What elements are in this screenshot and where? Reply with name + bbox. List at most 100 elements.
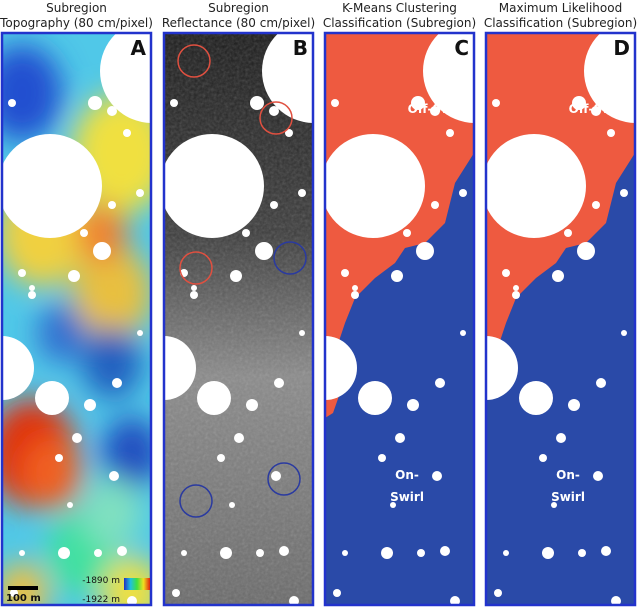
panel-title: Maximum Likelihood <box>499 1 622 15</box>
crater <box>250 96 264 110</box>
roi-circle <box>179 484 213 518</box>
crater <box>112 378 122 388</box>
crater <box>100 33 151 123</box>
crater <box>84 399 96 411</box>
crater <box>117 546 127 556</box>
crater <box>512 291 520 299</box>
crater <box>556 433 566 443</box>
crater <box>269 106 279 116</box>
roi-circle <box>273 241 307 275</box>
crater <box>2 336 34 400</box>
crater <box>255 242 273 260</box>
crater <box>358 381 392 415</box>
crater <box>274 378 284 388</box>
crater <box>423 33 474 123</box>
crater <box>416 242 434 260</box>
crater <box>459 189 467 197</box>
crater <box>270 201 278 209</box>
crater <box>10 589 18 597</box>
crater <box>58 547 70 559</box>
panel-title: Subregion <box>46 1 107 15</box>
crater <box>564 229 572 237</box>
panel-letter: C <box>454 36 469 60</box>
crater <box>68 270 80 282</box>
crater <box>170 99 178 107</box>
panel-border <box>0 31 153 607</box>
crater <box>492 99 500 107</box>
on-swirl-label: On- <box>556 468 580 482</box>
crater <box>577 242 595 260</box>
crater <box>67 502 73 508</box>
topo-blob <box>2 45 62 141</box>
roi-circle <box>177 44 211 78</box>
crater <box>181 550 187 556</box>
crater <box>220 547 232 559</box>
crater <box>256 549 264 557</box>
crater <box>552 270 564 282</box>
crater <box>137 330 143 336</box>
crater <box>190 291 198 299</box>
off-swirl-label: Off-Swirl <box>569 102 628 116</box>
crater <box>341 269 349 277</box>
topo-blob <box>72 245 151 341</box>
panel-title: Classification (Subregion) <box>484 16 637 30</box>
crater <box>109 471 119 481</box>
topo-blob <box>82 477 142 549</box>
crater <box>431 201 439 209</box>
crater <box>584 33 635 123</box>
crater <box>596 378 606 388</box>
crater <box>621 330 627 336</box>
panel-letter: B <box>293 36 308 60</box>
crater <box>460 330 466 336</box>
crater <box>592 201 600 209</box>
crater <box>38 209 46 217</box>
panel-border <box>323 31 476 607</box>
colorbar-min: -1922 m <box>82 595 120 605</box>
crater <box>411 96 425 110</box>
crater <box>234 433 244 443</box>
on-swirl-label: Swirl <box>551 490 585 504</box>
crater <box>246 399 258 411</box>
crater <box>450 596 460 605</box>
panel-border <box>162 31 315 607</box>
topo-blob <box>37 303 87 363</box>
crater <box>620 189 628 197</box>
crater <box>551 502 557 508</box>
crater <box>539 454 547 462</box>
crater <box>285 129 293 137</box>
crater <box>331 99 339 107</box>
crater <box>593 471 603 481</box>
crater <box>611 596 621 605</box>
crater <box>430 106 440 116</box>
crater <box>432 471 442 481</box>
crater <box>572 96 586 110</box>
crater <box>381 547 393 559</box>
panel-title: K-Means Clustering <box>342 1 457 15</box>
crater <box>298 189 306 197</box>
crater <box>395 433 405 443</box>
crater <box>325 336 357 400</box>
crater <box>123 129 131 137</box>
crater <box>19 550 25 556</box>
crater <box>28 291 36 299</box>
texture <box>164 33 313 605</box>
crater <box>35 381 69 415</box>
panel-title: Topography (80 cm/pixel) <box>0 16 153 30</box>
crater <box>200 209 208 217</box>
crater <box>136 189 144 197</box>
on-swirl-label: On- <box>395 468 419 482</box>
crater <box>230 270 242 282</box>
topo-blob <box>82 327 142 399</box>
crater <box>513 285 519 291</box>
crater <box>197 381 231 415</box>
panel-letter: D <box>613 36 630 60</box>
crater <box>217 454 225 462</box>
crater <box>503 550 509 556</box>
panel-letter: A <box>131 36 147 60</box>
panel-image <box>486 33 635 605</box>
colorbar-max: -1890 m <box>82 576 120 586</box>
crater <box>361 209 369 217</box>
colorbar: -1890 m -1922 m <box>82 576 150 605</box>
